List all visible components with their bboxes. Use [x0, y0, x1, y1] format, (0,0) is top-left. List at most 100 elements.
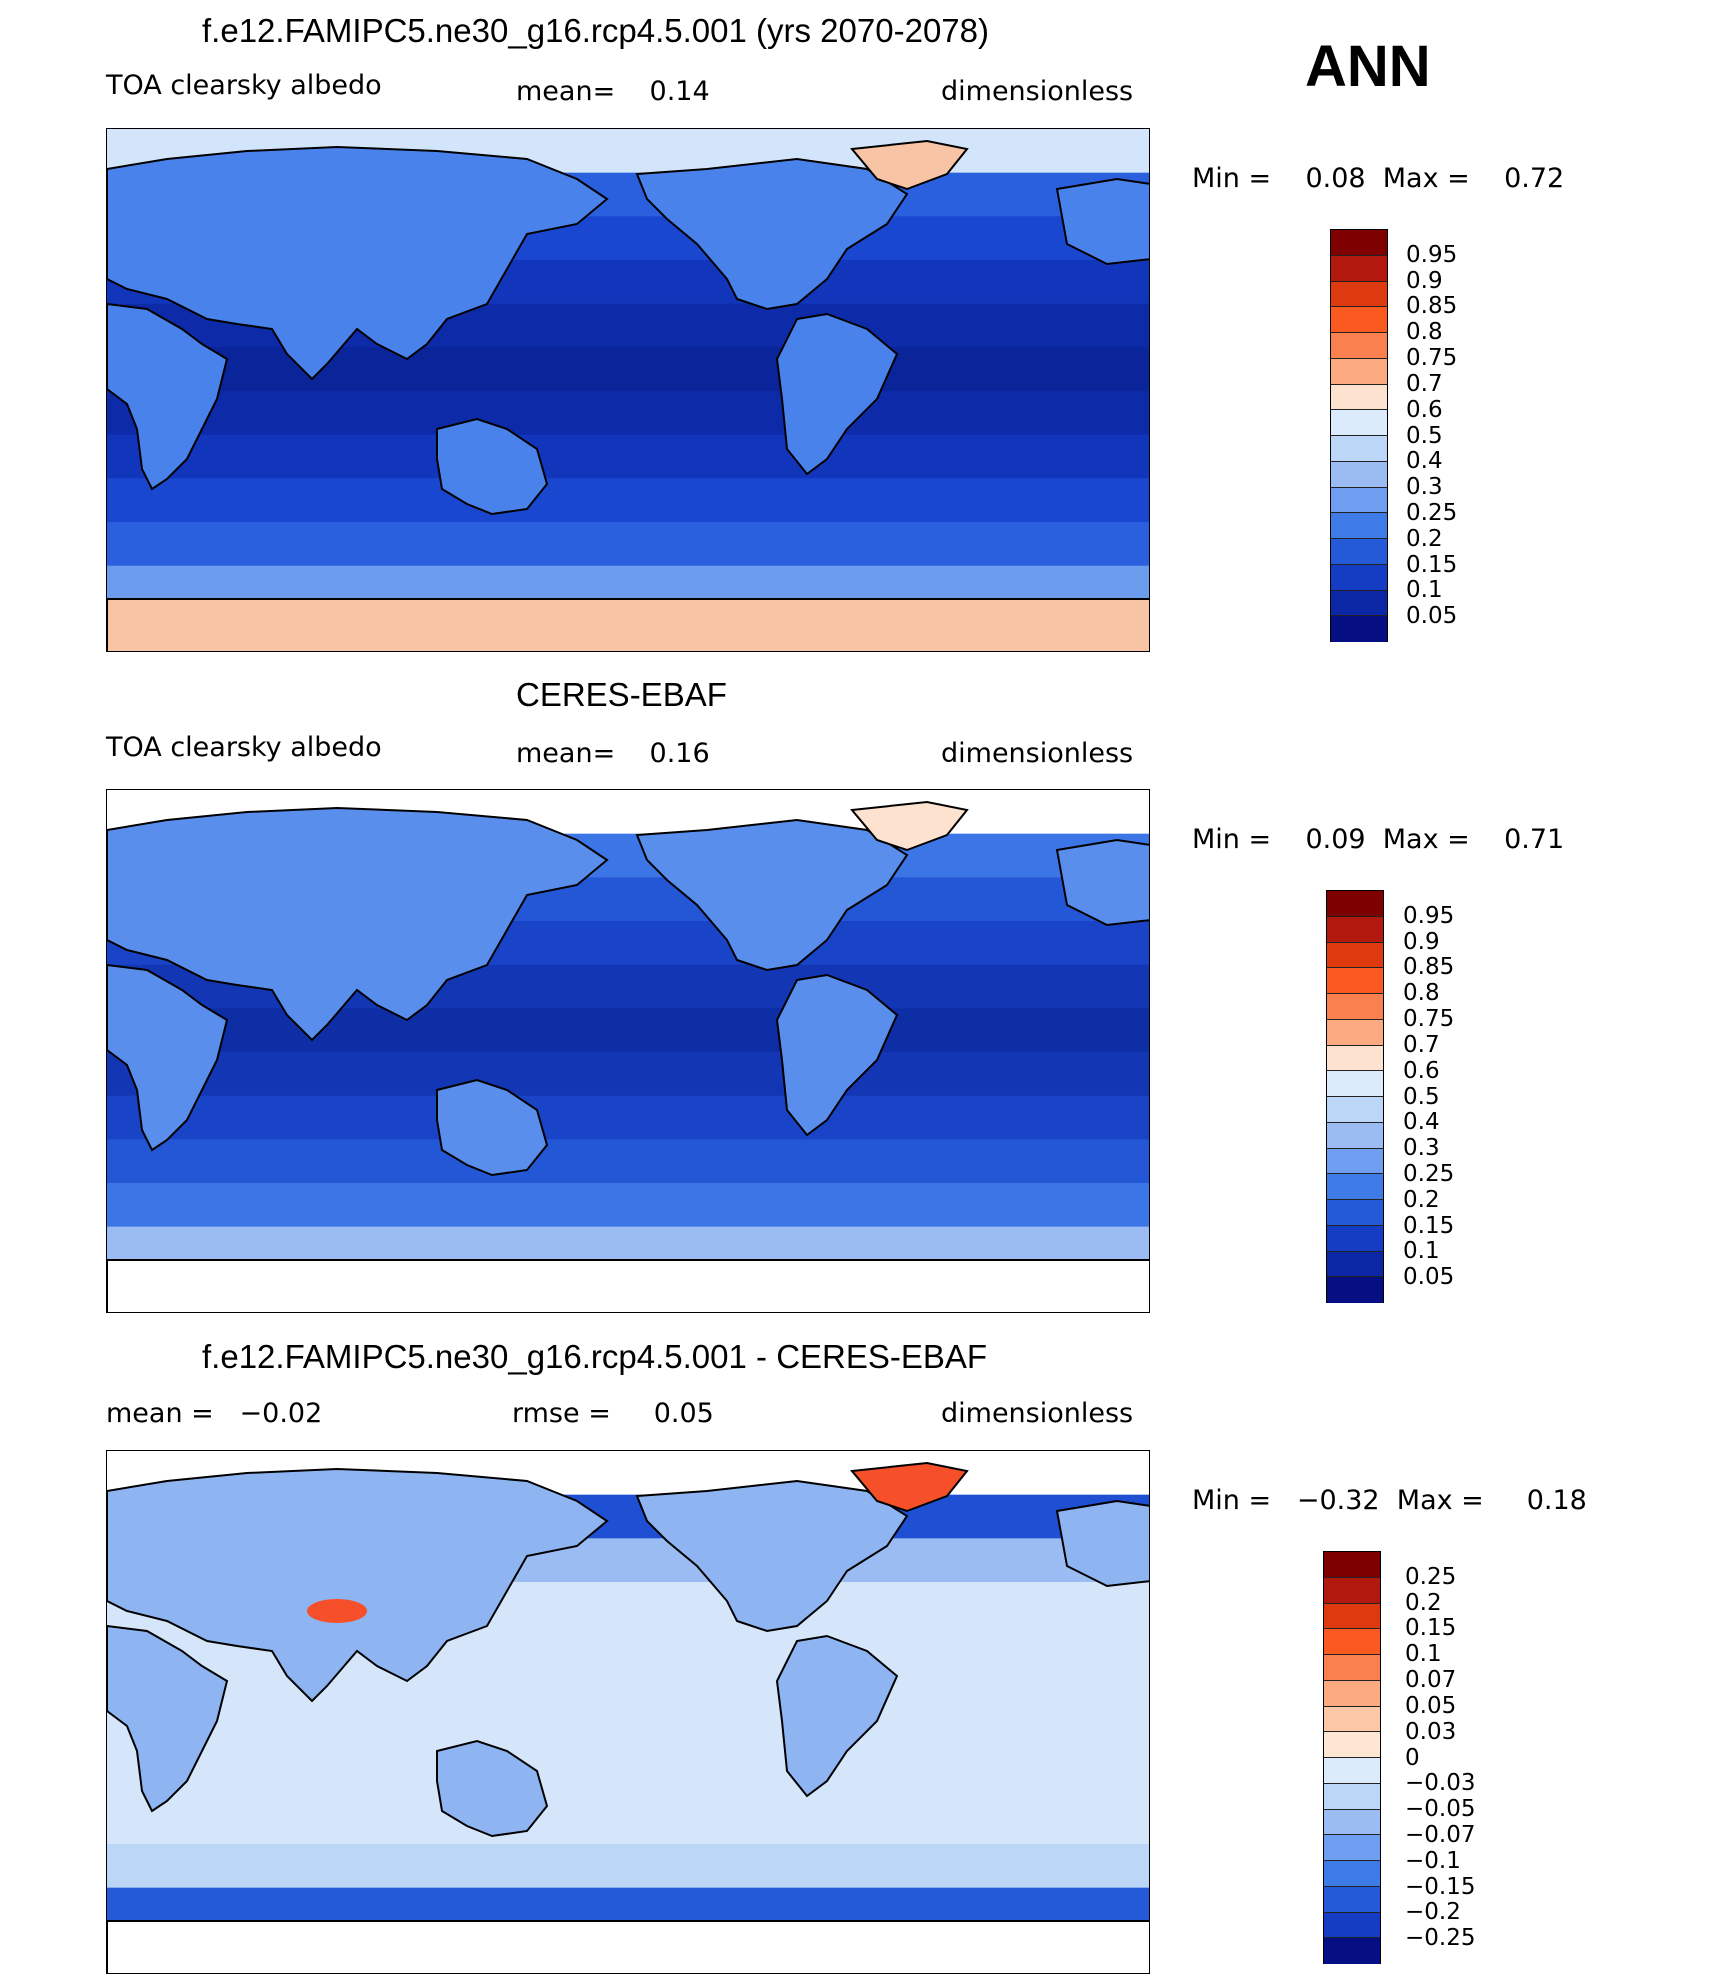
colorbar-cell: [1324, 1629, 1380, 1655]
colorbar-tick-label: 0.75: [1406, 345, 1458, 372]
season-label: ANN: [1305, 34, 1431, 99]
continent-southAmerica: [775, 973, 899, 1137]
colorbar-cell: [1327, 1071, 1383, 1097]
continent-africa: [107, 302, 229, 491]
colorbar-tick-label: 0.4: [1403, 1109, 1440, 1136]
colorbar-tick-label: 0.15: [1403, 1212, 1455, 1239]
continent-europe: [1055, 838, 1149, 927]
colorbar-tick-label: 0.05: [1405, 1692, 1457, 1719]
panel-3-units-label: dimensionless: [941, 1398, 1134, 1429]
colorbar-tick-label: 0.3: [1403, 1135, 1440, 1162]
latitude-band: [107, 1756, 1149, 1802]
panel-2-variable-label: TOA clearsky albedo: [106, 732, 382, 763]
latitude-band: [107, 1139, 1149, 1184]
colorbar-cell: [1327, 1251, 1383, 1278]
colorbar-tick-label: 0.5: [1403, 1083, 1440, 1110]
colorbar-cell: [1331, 616, 1387, 642]
continent-antarctica: [107, 598, 1149, 651]
continent-greenland: [850, 139, 969, 191]
latitude-band: [107, 1008, 1149, 1053]
panel-1-mean-label: mean= 0.14: [516, 76, 710, 107]
colorbar-cell: [1327, 1148, 1383, 1175]
colorbar-cell: [1324, 1732, 1380, 1758]
colorbar-tick-label: 0.1: [1406, 577, 1443, 604]
colorbar-cell: [1331, 333, 1387, 359]
latitude-band: [107, 522, 1149, 567]
colorbar-cell: [1324, 1809, 1380, 1836]
continent-southAmerica: [775, 1634, 899, 1798]
panel-3-rmse-label: rmse = 0.05: [512, 1398, 714, 1429]
colorbar-cell: [1324, 1758, 1380, 1784]
panel-3-mean-label: mean = −0.02: [106, 1398, 323, 1429]
colorbar-tick-label: 0.9: [1403, 928, 1440, 955]
colorbar-tick-label: 0.85: [1403, 954, 1455, 981]
colorbar-cell: [1324, 1603, 1380, 1630]
colorbar-cell: [1324, 1835, 1380, 1861]
panel-2-map: [106, 789, 1150, 1313]
colorbar-tick-label: 0.8: [1406, 319, 1443, 346]
latitude-band: [107, 1800, 1149, 1845]
colorbar-tick-label: 0.85: [1406, 293, 1458, 320]
continent-antarctica: [107, 1920, 1149, 1973]
latitude-band: [107, 1669, 1149, 1714]
colorbar-tick-label: 0.4: [1406, 448, 1443, 475]
latitude-band: [107, 347, 1149, 392]
colorbar-cell: [1324, 1938, 1380, 1964]
colorbar-cell: [1327, 916, 1383, 943]
panel-1-minmax: Min = 0.08 Max = 0.72: [1192, 163, 1565, 194]
colorbar-cell: [1331, 487, 1387, 514]
colorbar-cell: [1327, 1045, 1383, 1072]
continent-southAmerica: [775, 312, 899, 476]
panel-1-colorbar: [1330, 229, 1388, 642]
colorbar-tick-label: −0.07: [1405, 1821, 1476, 1848]
colorbar-cell: [1327, 1200, 1383, 1226]
colorbar-tick-label: 0.2: [1406, 525, 1443, 552]
colorbar-cell: [1324, 1577, 1380, 1604]
colorbar-cell: [1324, 1912, 1380, 1939]
colorbar-cell: [1324, 1783, 1380, 1810]
continent-northAmerica: [635, 157, 909, 311]
latitude-band: [107, 1183, 1149, 1228]
latitude-band: [107, 391, 1149, 436]
colorbar-cell: [1327, 1225, 1383, 1252]
colorbar-tick-label: 0.6: [1406, 396, 1443, 423]
colorbar-tick-label: 0.7: [1406, 370, 1443, 397]
colorbar-cell: [1331, 513, 1387, 539]
colorbar-cell: [1327, 942, 1383, 969]
latitude-band: [107, 478, 1149, 523]
colorbar-tick-label: 0.05: [1403, 1264, 1455, 1291]
colorbar-tick-label: −0.05: [1405, 1796, 1476, 1823]
continent-asia: [107, 1467, 609, 1703]
colorbar-cell: [1327, 1277, 1383, 1303]
panel-2-units-label: dimensionless: [941, 738, 1134, 769]
colorbar-cell: [1327, 891, 1383, 917]
colorbar-cell: [1327, 1097, 1383, 1123]
colorbar-tick-label: 0.75: [1403, 1006, 1455, 1033]
panel-2-minmax: Min = 0.09 Max = 0.71: [1192, 824, 1565, 855]
colorbar-cell: [1327, 1122, 1383, 1149]
colorbar-tick-label: 0.5: [1406, 422, 1443, 449]
continent-asia: [107, 806, 609, 1042]
continent-northAmerica: [635, 818, 909, 972]
colorbar-cell: [1324, 1680, 1380, 1707]
colorbar-tick-label: 0.15: [1405, 1615, 1457, 1642]
panel-2-mean-label: mean= 0.16: [516, 738, 710, 769]
colorbar-tick-label: −0.2: [1405, 1899, 1461, 1926]
colorbar-tick-label: −0.25: [1405, 1925, 1476, 1952]
colorbar-cell: [1324, 1706, 1380, 1733]
colorbar-tick-label: 0.25: [1403, 1160, 1455, 1187]
panel-3-map: [106, 1450, 1150, 1974]
colorbar-cell: [1331, 564, 1387, 591]
panel-3-map-svg: [107, 1451, 1149, 1973]
latitude-band: [107, 1713, 1149, 1758]
panel-3-colorbar: [1323, 1551, 1381, 1964]
colorbar-cell: [1331, 281, 1387, 308]
continent-australia: [436, 417, 549, 516]
colorbar-tick-label: 0.25: [1405, 1563, 1457, 1590]
continent-greenland: [850, 1461, 969, 1513]
panel-1-units-label: dimensionless: [941, 76, 1134, 107]
colorbar-cell: [1331, 461, 1387, 488]
colorbar-tick-label: 0: [1405, 1744, 1420, 1771]
colorbar-cell: [1327, 1019, 1383, 1046]
colorbar-tick-label: 0.2: [1403, 1186, 1440, 1213]
